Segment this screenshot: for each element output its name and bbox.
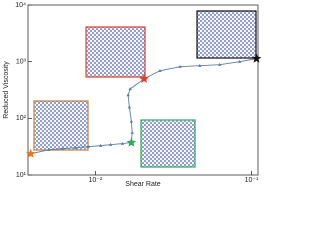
- point: [73, 145, 78, 149]
- point: [129, 119, 134, 123]
- point: [46, 147, 51, 151]
- point: [128, 87, 132, 91]
- point: [130, 130, 134, 134]
- point: [108, 142, 113, 146]
- inset-image: [85, 26, 146, 78]
- point: [98, 143, 103, 147]
- star-marker: [126, 137, 137, 147]
- y-tick-label: 10⁴: [15, 2, 26, 9]
- x-axis-label: Shear Rate: [125, 181, 161, 188]
- point: [126, 93, 130, 97]
- star-marker: [25, 148, 36, 158]
- point: [120, 141, 125, 145]
- y-tick-label: 10³: [16, 59, 27, 66]
- point: [237, 59, 242, 63]
- inset-image: [140, 119, 196, 168]
- plot-frame: [27, 4, 259, 176]
- point: [86, 144, 91, 148]
- point: [60, 146, 65, 150]
- point: [178, 64, 182, 68]
- point: [127, 105, 132, 109]
- y-tick-label: 10²: [16, 115, 27, 122]
- chart: Shear Rate Reduced Viscosity 10⁻² 10⁻¹ 10¹…: [3, 2, 262, 188]
- star-marker: [251, 53, 262, 63]
- x-tick-label: 10⁻¹: [245, 177, 259, 184]
- point: [198, 63, 202, 67]
- inset-image: [33, 100, 89, 151]
- star-marker: [139, 73, 149, 83]
- point: [158, 68, 162, 72]
- point: [217, 62, 222, 66]
- y-tick-label: 10¹: [16, 172, 27, 179]
- inset-image: [196, 10, 257, 59]
- x-tick-label: 10⁻²: [89, 177, 103, 184]
- y-axis-label: Reduced Viscosity: [3, 61, 10, 119]
